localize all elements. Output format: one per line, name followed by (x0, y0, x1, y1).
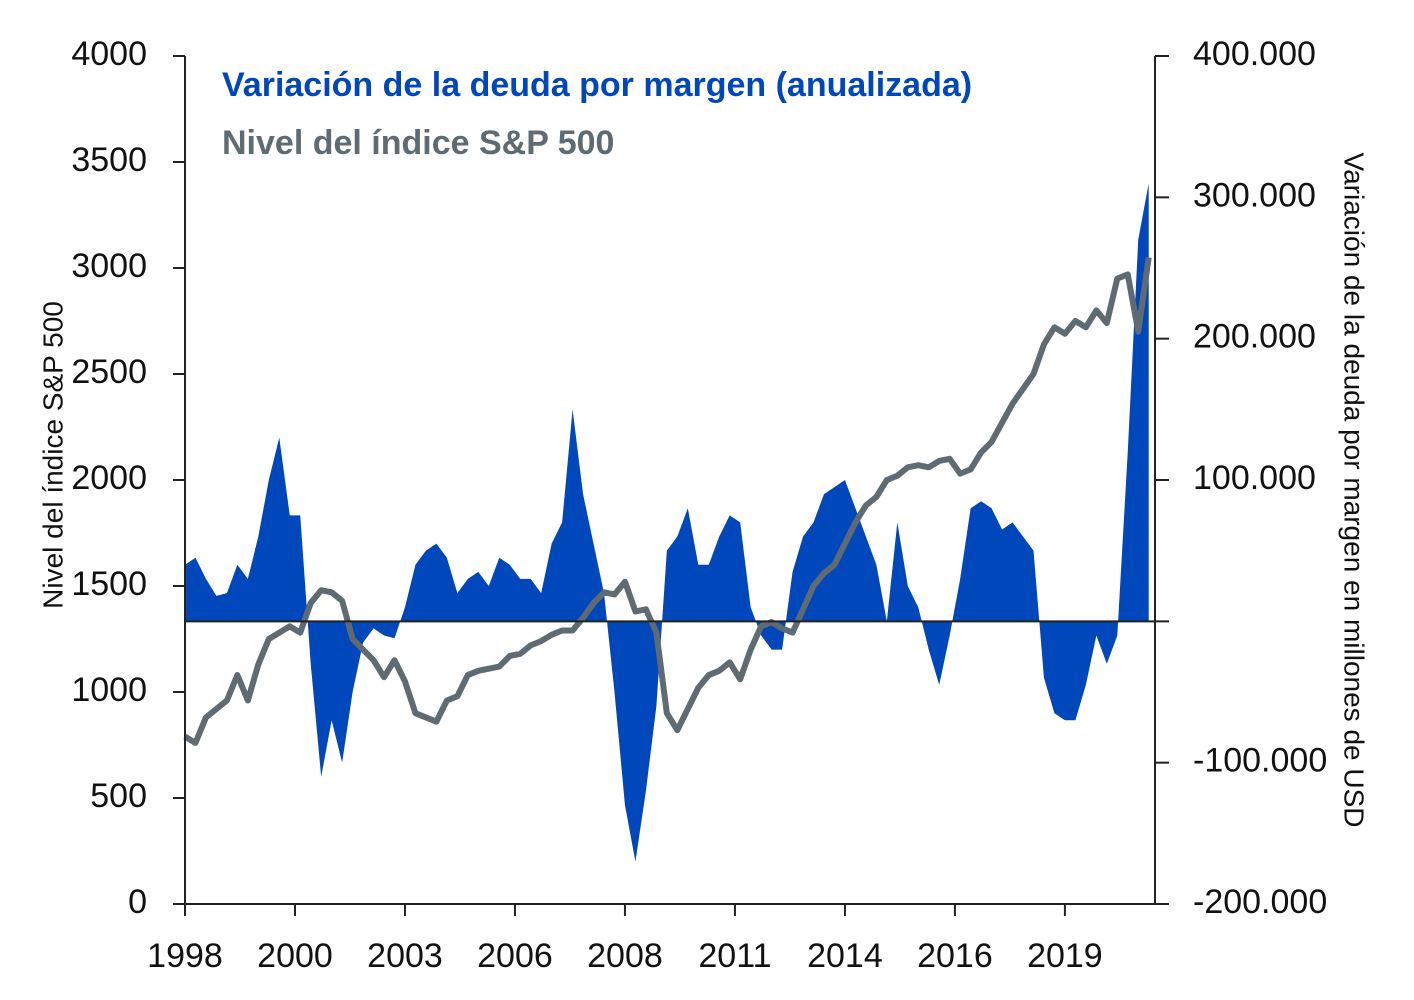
y-tick-label: 0 (128, 883, 147, 921)
y2-tick-label: 100.000 (1193, 459, 1316, 497)
y2-tick-label: 300.000 (1193, 176, 1316, 214)
y2-tick-label: -200.000 (1193, 883, 1327, 921)
y2-axis-title: Variación de la deuda por margen en mill… (1339, 153, 1370, 828)
y-tick-label: 1000 (71, 671, 147, 709)
y-tick-label: 500 (90, 777, 147, 815)
y-axis-title: Nivel del índice S&P 500 (37, 301, 68, 609)
y2-tick-label: 200.000 (1193, 318, 1316, 356)
x-tick-label: 2000 (257, 937, 333, 975)
y2-tick-label: 400.000 (1193, 35, 1316, 73)
x-tick-label: 2019 (1027, 937, 1103, 975)
line (183, 256, 1152, 746)
y-tick-label: 2000 (71, 459, 147, 497)
y-tick-label: 3500 (71, 141, 147, 179)
area (185, 183, 1149, 862)
y-tick-label: 3000 (71, 247, 147, 285)
x-tick-label: 2008 (587, 937, 663, 975)
y-tick-label: 2500 (71, 353, 147, 391)
x-tick-label: 2011 (698, 937, 771, 975)
x-tick-label: 2003 (367, 937, 443, 975)
legend-entry: Variación de la deuda por margen (anuali… (222, 66, 972, 104)
x-tick-label: 2016 (917, 937, 993, 975)
x-tick-label: 2014 (807, 937, 883, 975)
y-tick-label: 1500 (71, 565, 147, 603)
legend-entry: Nivel del índice S&P 500 (222, 124, 614, 162)
x-tick-label: 2006 (477, 937, 553, 975)
x-tick-label: 1998 (147, 937, 223, 975)
plot-area (183, 183, 1152, 862)
y2-tick-label: -100.000 (1193, 742, 1327, 780)
y-tick-label: 4000 (71, 35, 147, 73)
